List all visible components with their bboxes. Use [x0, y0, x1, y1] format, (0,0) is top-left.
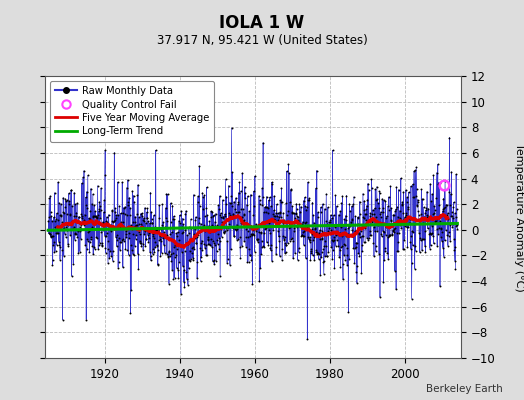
Text: Berkeley Earth: Berkeley Earth [427, 384, 503, 394]
Legend: Raw Monthly Data, Quality Control Fail, Five Year Moving Average, Long-Term Tren: Raw Monthly Data, Quality Control Fail, … [50, 81, 214, 142]
Text: IOLA 1 W: IOLA 1 W [220, 14, 304, 32]
Y-axis label: Temperature Anomaly (°C): Temperature Anomaly (°C) [514, 143, 523, 291]
Text: 37.917 N, 95.421 W (United States): 37.917 N, 95.421 W (United States) [157, 34, 367, 47]
